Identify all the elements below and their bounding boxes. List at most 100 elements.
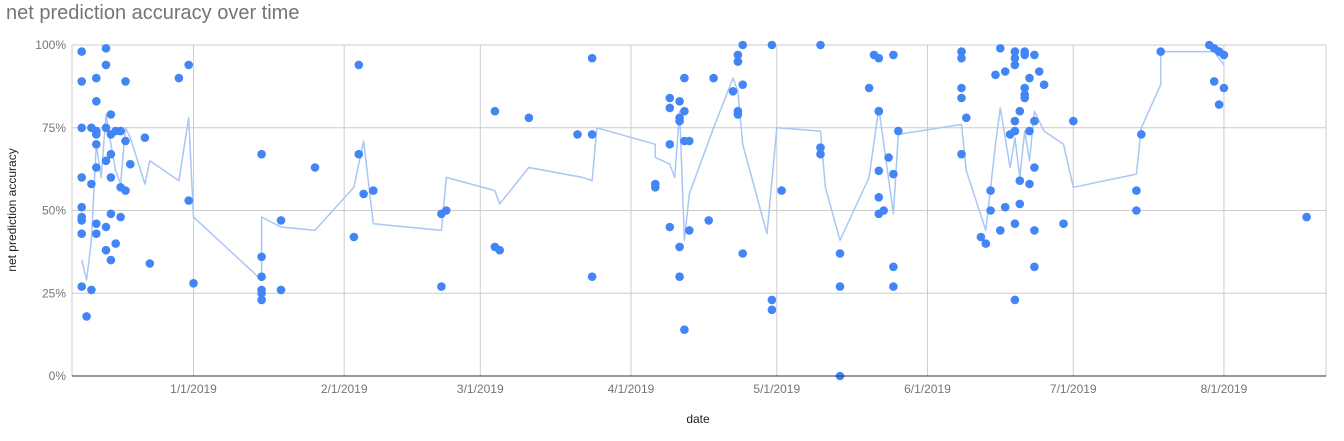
- data-point: [957, 47, 966, 56]
- data-points: [77, 40, 1311, 381]
- data-point: [884, 153, 893, 162]
- data-point: [1010, 116, 1020, 126]
- data-point: [733, 110, 743, 119]
- data-point: [116, 212, 125, 222]
- data-point: [889, 282, 898, 291]
- data-point: [1069, 116, 1078, 126]
- data-point: [101, 60, 111, 70]
- data-point: [1010, 295, 1020, 305]
- data-point: [257, 289, 266, 298]
- data-point: [1010, 53, 1020, 63]
- data-point: [1039, 80, 1049, 89]
- data-point: [733, 50, 743, 60]
- data-point: [1015, 176, 1025, 185]
- data-point: [77, 173, 86, 182]
- data-point: [437, 282, 446, 291]
- data-point: [777, 186, 786, 195]
- data-point: [140, 133, 150, 142]
- data-point: [816, 143, 825, 152]
- data-point: [1010, 60, 1020, 70]
- data-point: [709, 73, 718, 83]
- data-point: [92, 219, 101, 228]
- data-point: [675, 242, 684, 252]
- data-point: [767, 295, 777, 305]
- data-point: [276, 285, 286, 295]
- data-point: [106, 255, 116, 265]
- data-point: [981, 239, 991, 248]
- data-point: [1132, 186, 1141, 195]
- x-tick-label: 2/1/2019: [321, 382, 368, 396]
- data-point: [1015, 106, 1025, 116]
- data-point: [675, 116, 684, 126]
- data-point: [704, 216, 713, 225]
- data-point: [665, 222, 675, 232]
- data-point: [767, 305, 777, 315]
- x-tick-label: 6/1/2019: [904, 382, 951, 396]
- data-point: [257, 252, 266, 262]
- data-point: [1059, 219, 1068, 228]
- data-point: [1219, 50, 1229, 60]
- data-point: [1214, 100, 1224, 109]
- data-point: [651, 183, 660, 192]
- data-point: [675, 97, 684, 106]
- x-tick-label: 7/1/2019: [1050, 382, 1097, 396]
- data-point: [1015, 199, 1025, 209]
- data-point: [92, 163, 101, 172]
- data-point: [349, 232, 359, 242]
- data-point: [986, 186, 995, 195]
- data-point: [1010, 47, 1020, 56]
- y-tick-labels: 0% 25% 50% 75% 100%: [35, 38, 66, 383]
- data-point: [665, 103, 675, 113]
- data-point: [145, 259, 155, 268]
- data-point: [111, 239, 120, 248]
- data-point: [1302, 212, 1311, 222]
- data-point: [101, 44, 111, 53]
- data-point: [101, 156, 111, 166]
- data-point: [92, 130, 101, 139]
- data-point: [106, 209, 116, 219]
- x-tick-labels: 1/1/2019 2/1/2019 3/1/2019 4/1/2019 5/1/2019…: [170, 382, 1247, 396]
- data-point: [257, 149, 266, 159]
- data-point: [92, 97, 101, 106]
- data-point: [82, 312, 91, 321]
- data-point: [1030, 163, 1039, 172]
- data-point: [1219, 83, 1229, 93]
- data-point: [685, 226, 694, 235]
- data-point: [889, 262, 898, 272]
- data-point: [835, 249, 845, 258]
- data-point: [1132, 206, 1141, 215]
- data-point: [957, 53, 966, 63]
- data-point: [101, 123, 111, 133]
- data-point: [1025, 126, 1034, 136]
- data-point: [276, 216, 286, 225]
- data-point: [121, 186, 130, 195]
- data-point: [126, 159, 135, 169]
- x-tick-label: 5/1/2019: [753, 382, 800, 396]
- data-point: [77, 282, 86, 291]
- data-point: [996, 226, 1005, 235]
- data-point: [257, 295, 266, 305]
- data-point: [665, 93, 675, 103]
- data-point: [1020, 50, 1029, 60]
- data-point: [1020, 93, 1029, 103]
- data-point: [121, 77, 130, 86]
- data-point: [728, 87, 738, 96]
- data-point: [121, 136, 130, 146]
- data-point: [957, 83, 966, 93]
- data-point: [92, 140, 101, 149]
- data-point: [738, 40, 747, 50]
- data-point: [962, 113, 971, 123]
- data-point: [87, 179, 96, 189]
- data-point: [92, 73, 101, 83]
- data-point: [879, 206, 888, 215]
- data-point: [1010, 219, 1020, 228]
- data-point: [864, 83, 874, 93]
- data-point: [1025, 73, 1034, 83]
- data-point: [874, 106, 884, 116]
- data-point: [369, 186, 378, 195]
- y-tick-label: 25%: [42, 286, 66, 300]
- data-point: [106, 173, 116, 182]
- data-point: [354, 149, 364, 159]
- data-point: [189, 279, 198, 288]
